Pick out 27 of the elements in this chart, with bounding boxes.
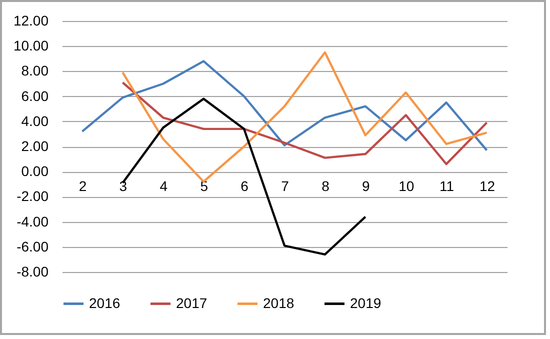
x-tick-label: 4 [160,178,168,194]
y-tick-label: -4.00 [16,213,49,230]
y-tick-label: -6.00 [16,238,49,254]
legend-label: 2016 [89,294,120,311]
y-tick-label: 4.00 [21,112,49,129]
x-tick-label: 6 [240,178,249,194]
y-tick-label: -8.00 [16,264,49,280]
x-tick-label: 9 [362,178,370,194]
line-series [122,51,488,183]
y-tick-label: 10.00 [13,38,49,54]
line-series [81,60,488,152]
x-tick-label: 7 [281,178,290,194]
y-tick-label: -2.00 [16,188,49,204]
x-tick-label: 10 [398,178,414,194]
y-tick-label: 12.00 [13,12,49,28]
legend-label: 2017 [176,294,208,311]
x-tick-label: 11 [440,178,454,194]
legend-label: 2018 [263,294,294,311]
x-tick-label: 2 [78,178,87,194]
y-tick-label: 0.00 [21,163,49,180]
line-series [122,81,488,166]
legend-label: 2019 [350,294,382,311]
x-tick-label: 12 [479,178,496,194]
x-tick-label: 8 [322,178,330,194]
y-tick-label: 2.00 [21,138,49,154]
y-tick-label: 8.00 [21,62,49,79]
y-tick-label: 6.00 [21,88,49,104]
